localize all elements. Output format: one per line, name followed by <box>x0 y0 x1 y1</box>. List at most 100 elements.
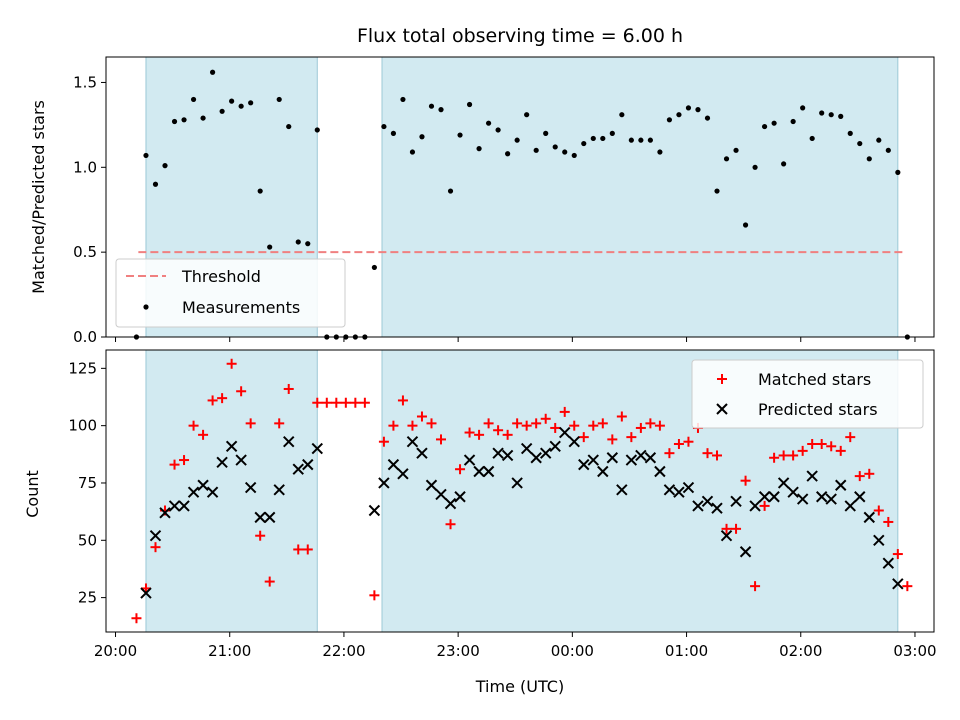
matched-star-point <box>578 432 589 443</box>
measurement-point <box>866 156 872 162</box>
matched-star-point <box>255 530 266 541</box>
predicted-star-point <box>283 436 295 448</box>
predicted-star-point <box>530 452 542 464</box>
matched-star-point <box>369 590 380 601</box>
predicted-star-point <box>635 449 647 462</box>
y-tick-label: 1.0 <box>73 158 97 176</box>
measurement-point <box>305 241 311 247</box>
measurement-point <box>390 130 397 136</box>
matched-star-point <box>445 519 456 530</box>
predicted-star-point <box>616 484 628 496</box>
matched-star-point <box>217 393 228 404</box>
matched-star-point <box>712 450 723 461</box>
matched-star-point <box>312 397 323 408</box>
predicted-star-point <box>159 507 171 519</box>
predicted-star-point <box>311 442 323 455</box>
matched-star-point <box>616 411 627 422</box>
measurement-point <box>828 112 834 118</box>
predicted-star-point <box>520 442 533 455</box>
measurement-point <box>485 120 492 126</box>
predicted-star-point <box>206 486 219 498</box>
predicted-star-point <box>854 491 866 503</box>
predicted-star-point <box>882 557 895 569</box>
matched-star-point <box>397 395 408 406</box>
bottom-panel-frame <box>105 349 935 633</box>
predicted-star-point <box>425 479 438 491</box>
predicted-star-point <box>749 500 761 512</box>
bottom-panel-y-ticks: 25 50 75 100 125 <box>68 359 106 607</box>
matched-star-point <box>455 464 466 475</box>
predicted-star-point <box>559 426 571 439</box>
predicted-star-point <box>682 481 695 494</box>
predicted-star-point <box>178 500 190 512</box>
matched-star-point <box>873 505 884 516</box>
measurement-point <box>723 156 730 162</box>
matched-star-point <box>902 581 913 592</box>
predicted-star-point <box>787 486 799 498</box>
predicted-star-point <box>501 449 514 462</box>
matched-star-point <box>816 439 827 449</box>
x-tick-label: 22:00 <box>322 642 365 660</box>
matched-star-point <box>550 422 561 433</box>
predicted-star-point <box>578 458 590 471</box>
predicted-star-point <box>796 493 809 505</box>
measurement-point <box>276 96 282 103</box>
measurement-point <box>847 130 853 136</box>
y-tick-label: 100 <box>68 417 97 435</box>
top-panel-measurement-points <box>133 69 910 340</box>
predicted-star-point <box>292 463 304 475</box>
matched-star-point <box>198 429 209 440</box>
predicted-star-point <box>568 436 580 448</box>
measurement-point <box>695 107 701 113</box>
predicted-star-point <box>244 481 257 494</box>
top-legend-box <box>115 258 346 328</box>
predicted-star-point <box>397 468 409 480</box>
y-tick-label: 0.0 <box>73 328 97 346</box>
measurement-point <box>638 137 644 143</box>
measurement-point <box>267 244 273 250</box>
measurement-point <box>628 137 634 143</box>
predicted-star-point <box>844 500 856 512</box>
predicted-star-point <box>663 484 676 496</box>
predicted-star-point <box>644 452 657 464</box>
predicted-star-point <box>892 578 904 590</box>
measurement-point <box>581 140 587 147</box>
predicted-star-point <box>435 488 447 501</box>
predicted-star-point <box>739 546 752 558</box>
measurement-point <box>209 69 216 75</box>
legend-measurements-label: Measurements <box>182 298 300 317</box>
matched-star-point <box>169 459 180 470</box>
legend-measurements-swatch <box>143 304 149 310</box>
measurement-point <box>714 188 720 194</box>
measurement-point <box>466 101 473 108</box>
measurement-point <box>190 96 197 103</box>
measurement-point <box>438 107 444 113</box>
legend-matched-swatch <box>717 374 727 384</box>
predicted-star-point <box>597 465 609 478</box>
y-tick-label: 0.5 <box>73 243 97 261</box>
x-tick-label: 00:00 <box>551 642 594 660</box>
x-tick-label: 03:00 <box>893 642 936 660</box>
matched-star-point <box>740 475 751 486</box>
measurement-point <box>685 105 692 111</box>
predicted-star-point <box>235 454 247 466</box>
matched-star-point <box>264 576 275 587</box>
matched-star-point <box>540 413 551 424</box>
legend-predicted-swatch <box>716 403 728 415</box>
predicted-star-point <box>815 491 828 503</box>
measurement-point <box>742 222 749 228</box>
chart-title: Flux total observing time = 6.00 h <box>357 25 683 47</box>
matched-star-point <box>331 397 342 408</box>
matched-star-point <box>654 420 665 431</box>
matched-star-point <box>245 418 256 429</box>
matched-star-point <box>635 422 646 433</box>
x-tick-label: 20:00 <box>94 642 137 660</box>
matched-star-point <box>750 581 761 592</box>
matched-star-point <box>597 418 608 429</box>
predicted-star-point <box>711 502 723 514</box>
measurement-point <box>162 163 168 169</box>
measurement-point <box>419 134 425 140</box>
matched-star-point <box>502 429 513 440</box>
measurement-point <box>590 135 596 142</box>
